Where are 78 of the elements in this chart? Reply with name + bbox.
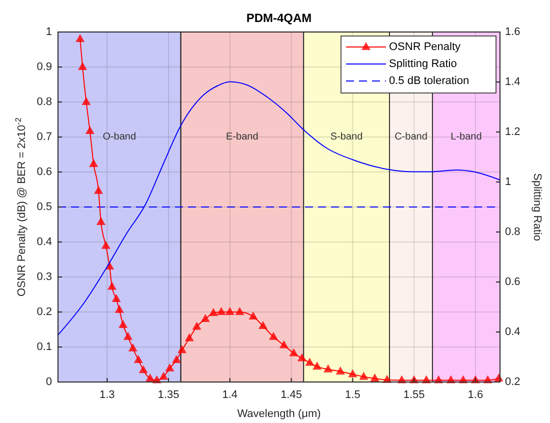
x-axis-title: Wavelength (μm)	[237, 408, 321, 420]
band-label: S-band	[330, 132, 363, 143]
point	[305, 358, 314, 366]
y-tick-label: 1	[46, 26, 52, 38]
point	[128, 343, 138, 352]
point	[359, 372, 368, 380]
y-tick-label: 0.7	[36, 130, 52, 143]
y-tick-label: 0.1	[36, 340, 52, 353]
point	[138, 365, 148, 374]
point	[78, 62, 88, 70]
y2-tick-label: 0.2	[505, 376, 520, 388]
x-tick-label: 1.3	[99, 389, 115, 401]
y-tick-label: 0.8	[36, 96, 52, 108]
y-tick-label: 0.3	[36, 270, 52, 283]
point	[312, 362, 322, 370]
point	[134, 354, 143, 363]
y2-tick-label: 1.6	[505, 26, 520, 38]
chart-title: PDM-4QAM	[246, 11, 312, 25]
point	[289, 348, 298, 356]
y2-axis-title: Splitting Ratio	[531, 173, 543, 241]
point	[178, 345, 187, 354]
band-label: C-band	[394, 132, 428, 143]
point	[370, 374, 380, 382]
point	[96, 217, 106, 226]
point	[76, 34, 85, 42]
y2-tick-label: 1.2	[505, 126, 520, 138]
point	[192, 322, 202, 330]
band-label: E-band	[226, 132, 258, 143]
y-tick-label: 0.6	[36, 166, 52, 178]
point	[89, 158, 98, 167]
point	[85, 126, 94, 134]
point	[235, 307, 244, 315]
point	[112, 294, 121, 302]
legend-label: OSNR Penalty	[389, 40, 462, 53]
point	[108, 282, 117, 290]
y2-tick-label: 0.8	[505, 226, 520, 238]
legend-label: 0.5 dB toleration	[389, 74, 470, 87]
point	[348, 369, 358, 378]
legend-label: Splitting Ratio	[389, 58, 457, 70]
point	[118, 320, 128, 328]
x-tick-label: 1.5	[345, 389, 360, 401]
point	[297, 353, 306, 362]
band-label: O-band	[102, 132, 136, 143]
x-tick-label: 1.45	[280, 389, 302, 401]
point	[82, 97, 91, 105]
y2-tick-label: 1.4	[505, 76, 520, 88]
y2-tick-label: 1	[505, 176, 512, 188]
y2-tick-label: 0.6	[505, 276, 520, 288]
x-tick-label: 1.55	[403, 389, 425, 401]
point	[184, 333, 194, 342]
point	[248, 312, 258, 320]
point	[258, 321, 268, 329]
point	[279, 340, 288, 348]
y-tick-label: 0.2	[36, 306, 52, 318]
point	[216, 307, 226, 315]
point	[146, 374, 155, 382]
point	[172, 354, 181, 363]
point	[123, 332, 132, 340]
band-label: L-band	[450, 132, 482, 143]
point	[200, 314, 210, 322]
x-tick-label: 1.6	[468, 389, 484, 401]
point	[114, 304, 124, 313]
x-tick-label: 1.35	[158, 389, 180, 401]
point	[165, 363, 174, 372]
point	[225, 307, 234, 315]
point	[159, 372, 168, 380]
point	[94, 186, 104, 194]
y-tick-label: 0	[46, 376, 52, 388]
y2-tick-label: 0.4	[505, 326, 520, 338]
point	[268, 332, 278, 340]
y-tick-label: 0.5	[36, 200, 52, 213]
y-tick-label: 0.4	[36, 236, 52, 248]
point	[208, 308, 218, 316]
point	[324, 364, 333, 372]
point	[336, 366, 345, 374]
point	[101, 240, 110, 249]
x-tick-label: 1.4	[222, 389, 238, 401]
y-tick-label: 0.9	[36, 60, 52, 73]
